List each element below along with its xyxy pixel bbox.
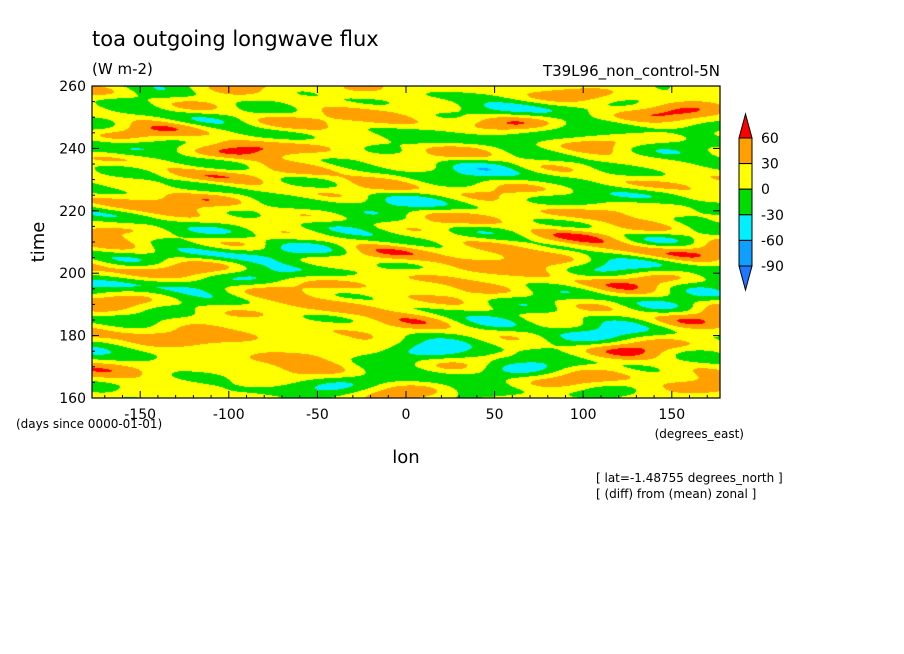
y-tick-label: 180 [59, 329, 86, 345]
y-tick-label: 240 [59, 141, 86, 157]
experiment-label: T39L96_non_control-5N [542, 62, 720, 81]
colorbar-label: 30 [761, 157, 779, 173]
y-axis: 160 180 200 220 240 260 [59, 79, 720, 407]
colorbar-label: -90 [761, 259, 784, 275]
x-tick-label: -50 [306, 407, 329, 423]
x-tick-label: 0 [402, 407, 411, 423]
x-tick-label: 150 [658, 407, 685, 423]
y-tick-label: 220 [59, 204, 86, 220]
colorbar-label: -30 [761, 208, 784, 224]
x-tick-label: -150 [124, 407, 156, 423]
heatmap-plot-area [92, 86, 720, 398]
colorbar-top-arrow [738, 112, 753, 139]
y-tick-label: 160 [59, 391, 86, 407]
x-tick-label: 100 [570, 407, 597, 423]
chart-units: (W m-2) [92, 60, 153, 78]
x-tick-label: -100 [213, 407, 245, 423]
footnote-latitude: [ lat=-1.48755 degrees_north ] [596, 471, 783, 485]
colorbar-label: -60 [761, 233, 784, 249]
x-axis-units: (degrees_east) [655, 427, 744, 441]
colorbar-segment [738, 214, 753, 241]
y-axis-label: time [28, 222, 49, 263]
x-axis-label: lon [392, 447, 419, 468]
heatmap-field [92, 86, 720, 398]
footnote-diff: [ (diff) from (mean) zonal ] [596, 487, 756, 501]
colorbar-segment [738, 239, 753, 267]
colorbar: 60 30 0 -30 -60 -90 [738, 112, 784, 292]
x-axis: -150 -100 -50 0 50 100 150 [104, 86, 708, 423]
colorbar-segment [738, 163, 753, 190]
y-axis-units: (days since 0000-01-01) [16, 417, 162, 431]
colorbar-segment [738, 137, 753, 165]
chart-title: toa outgoing longwave flux [92, 27, 379, 51]
colorbar-label: 0 [761, 182, 770, 198]
y-tick-label: 200 [59, 266, 86, 282]
colorbar-segment [738, 188, 753, 216]
colorbar-bottom-arrow [738, 265, 753, 292]
colorbar-label: 60 [761, 131, 779, 147]
x-tick-label: 50 [486, 407, 504, 423]
y-tick-label: 260 [59, 79, 86, 95]
